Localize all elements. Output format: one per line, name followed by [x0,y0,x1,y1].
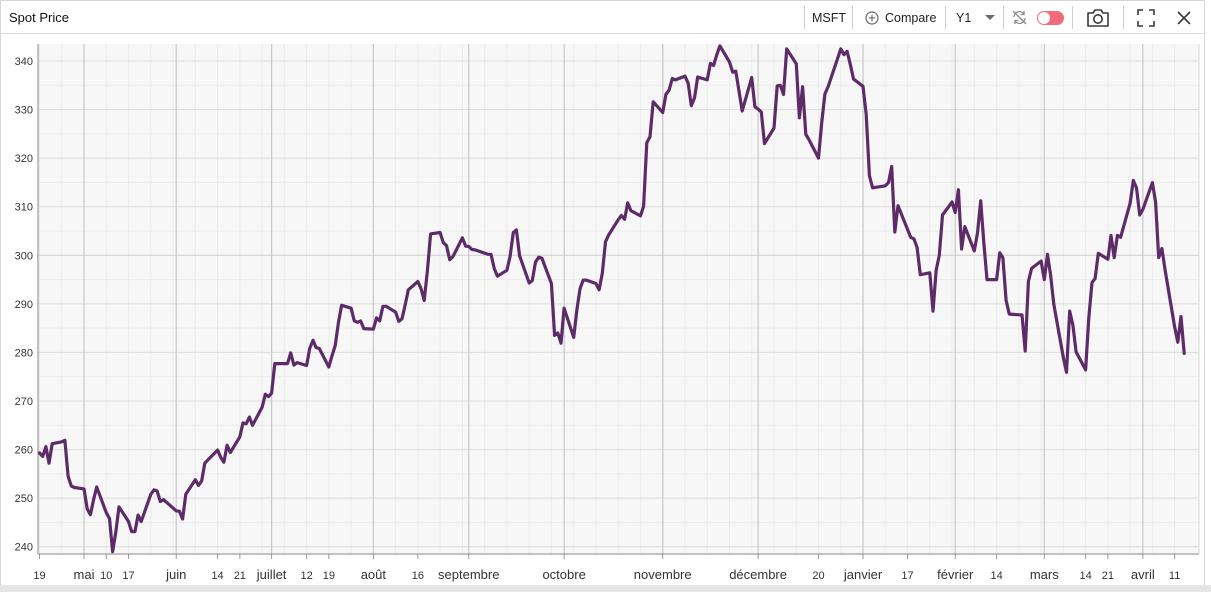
ticker-selector[interactable]: MSFT [812,1,846,34]
y-tick-label: 340 [15,56,33,68]
close-button[interactable] [1176,1,1192,34]
x-tick-label: juillet [256,567,287,582]
spot-price-chart: 240 250 260 270 280 290 300 310 320 330 340 19 mai 10… [15,44,1200,582]
x-tick-label: 14 [1079,570,1091,582]
expand-icon [1137,8,1155,27]
x-tick-label: 10 [100,570,112,582]
toolbar-divider [945,6,946,29]
sync-button[interactable] [1011,1,1028,34]
camera-icon [1087,8,1109,27]
y-tick-label: 240 [15,542,33,554]
x-tick-label: février [937,567,974,582]
chart-area: 240 250 260 270 280 290 300 310 320 330 340 19 mai 10… [1,34,1206,589]
toolbar-divider [1072,6,1073,29]
x-tick-label: 19 [33,570,45,582]
x-tick-label: juin [165,567,186,582]
x-tick-label: octobre [542,567,585,582]
screenshot-button[interactable] [1086,1,1110,34]
x-tick-label: septembre [438,567,499,582]
x-tick-label: janvier [843,567,883,582]
toolbar-divider [852,6,853,29]
x-tick-label: avril [1131,567,1155,582]
x-tick-label: 11 [1169,570,1180,582]
x-tick-label: 19 [323,570,335,582]
bottom-scrollbar[interactable] [0,585,1211,592]
y-tick-label: 320 [15,153,33,165]
x-tick-label: 17 [122,570,134,582]
period-value: Y1 [956,10,972,25]
x-tick-label: 14 [211,570,223,582]
price-series-line [37,44,1186,554]
y-tick-label: 260 [15,445,33,457]
toolbar-divider [1003,6,1004,29]
x-tick-label: 17 [901,570,913,582]
chart-toolbar: Spot Price MSFT Compare Y1 [1,1,1206,34]
toggle-knob [1038,11,1050,24]
y-tick-label: 330 [15,105,33,117]
fullscreen-button[interactable] [1137,1,1155,34]
toggle-track [1037,10,1064,25]
toolbar-divider [804,6,805,29]
ticker-label: MSFT [812,10,847,25]
x-tick-label: mars [1030,567,1059,582]
x-tick-label: 20 [812,570,824,582]
toolbar-divider [1123,6,1124,29]
x-tick-label: novembre [634,567,692,582]
y-tick-label: 280 [15,347,33,359]
live-toggle[interactable] [1037,1,1064,34]
x-tick-label: 21 [1102,570,1114,582]
period-dropdown[interactable]: Y1 [956,1,996,34]
y-tick-label: 270 [15,396,33,408]
compare-button[interactable]: Compare [865,1,936,34]
x-tick-label: 12 [300,570,312,582]
x-tick-label: 14 [990,570,1002,582]
panel-title: Spot Price [9,10,69,25]
y-tick-label: 290 [15,299,33,311]
x-tick-label: 16 [412,570,424,582]
y-tick-label: 300 [15,250,33,262]
compare-plus-icon [865,10,879,25]
y-tick-label: 250 [15,493,33,505]
compare-label: Compare [885,10,937,25]
x-tick-label: mai [74,567,95,582]
close-icon [1177,10,1191,25]
sync-off-icon [1012,10,1027,25]
x-tick-label: août [361,567,387,582]
x-tick-label: décembre [729,567,787,582]
caret-down-icon [985,15,996,20]
x-tick-label: 21 [234,570,246,582]
y-tick-label: 310 [15,202,33,214]
